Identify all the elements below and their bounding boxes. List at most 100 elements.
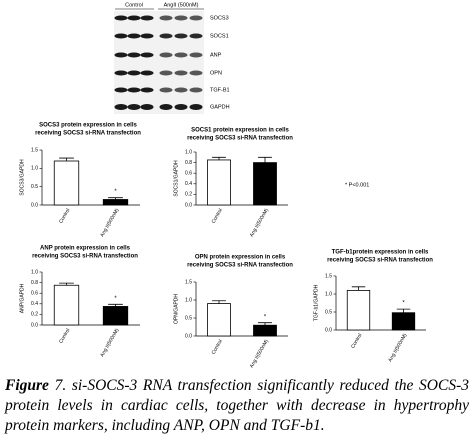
y-axis-label: OPN/GAPDH bbox=[173, 294, 179, 324]
bar bbox=[53, 160, 80, 206]
y-tick-label: 0.8 bbox=[31, 280, 38, 286]
y-tick-label: 1.0 bbox=[31, 166, 38, 172]
error-bar bbox=[59, 282, 74, 286]
y-tick-label: 1.5 bbox=[31, 147, 38, 153]
blot-band bbox=[114, 87, 128, 93]
x-tick-label: Control bbox=[58, 328, 71, 345]
y-tick-label: 0.4 bbox=[31, 301, 38, 307]
y-tick-label: 1.0 bbox=[185, 297, 192, 303]
caption-label: Figure bbox=[5, 377, 49, 394]
chart-title: receiving SOCS3 si-RNA transfection bbox=[35, 131, 141, 137]
y-tick-label: 0.8 bbox=[185, 160, 192, 166]
blot-band bbox=[127, 52, 141, 58]
blot-band bbox=[174, 52, 188, 58]
y-tick-label: 0.5 bbox=[325, 309, 332, 315]
blot-column-label: Control bbox=[125, 2, 143, 8]
chart-title: SOCS3 protein expression in cells bbox=[39, 123, 137, 129]
y-axis-label: TGF-b1/GAPDH bbox=[313, 284, 319, 321]
blot-band bbox=[159, 87, 173, 93]
chart-title: receiving SOCS3 si-RNA transfection bbox=[32, 254, 138, 260]
blot-band bbox=[114, 15, 128, 21]
y-tick-label: 0.0 bbox=[31, 202, 38, 208]
y-tick-label: 0.0 bbox=[325, 327, 332, 333]
significance-note: * P<0.001 bbox=[345, 182, 369, 188]
error-bar bbox=[351, 286, 366, 291]
y-tick-label: 0.6 bbox=[31, 291, 38, 297]
y-tick-label: 1.0 bbox=[325, 291, 332, 297]
bar bbox=[102, 199, 129, 206]
blot-band bbox=[189, 87, 203, 93]
figure: Control AngII (500nM) SOCS3 SOCS1 ANP OPN TG… bbox=[19, 2, 433, 369]
y-tick-label: 0.0 bbox=[185, 333, 192, 339]
blot-band bbox=[114, 52, 128, 58]
x-tick-label: Ang II(500nM) bbox=[249, 207, 270, 238]
error-bar bbox=[108, 303, 123, 307]
bar bbox=[207, 303, 231, 337]
error-bar bbox=[396, 308, 411, 313]
chart-title: OPN protein expression in cells bbox=[195, 255, 286, 261]
significance-star: * bbox=[402, 301, 405, 307]
blot-band bbox=[114, 104, 128, 110]
blot-band bbox=[127, 87, 141, 93]
bar bbox=[346, 289, 371, 331]
chart-title: SOCS1 protein expression in cells bbox=[191, 128, 289, 134]
chart-title: receiving SOCS3 si-RNA transfection bbox=[187, 136, 293, 142]
blot-band bbox=[140, 52, 154, 58]
y-tick-label: 0.6 bbox=[185, 171, 192, 177]
blot-band bbox=[174, 87, 188, 93]
blot-row-label: ANP bbox=[210, 52, 222, 58]
significance-star: * bbox=[114, 296, 117, 302]
error-bar bbox=[212, 300, 226, 304]
blot-band bbox=[159, 104, 173, 110]
blot-band bbox=[140, 87, 154, 93]
error-bar bbox=[258, 322, 272, 326]
x-tick-label: Control bbox=[350, 333, 363, 350]
blot-band bbox=[189, 33, 203, 39]
x-tick-label: Control bbox=[211, 208, 224, 225]
x-tick-label: Ang II(500nM) bbox=[99, 327, 120, 358]
blot-band bbox=[189, 15, 203, 21]
y-tick-label: 1.0 bbox=[185, 149, 192, 155]
bar bbox=[391, 312, 416, 331]
blot-band bbox=[127, 15, 141, 21]
blot-column-label: AngII (500nM) bbox=[164, 2, 199, 8]
y-tick-label: 0.2 bbox=[185, 192, 192, 198]
blot-band bbox=[174, 70, 188, 76]
blot-row-label: TGF-B1 bbox=[210, 87, 230, 93]
error-bar bbox=[212, 156, 226, 160]
blot-band bbox=[159, 15, 173, 21]
y-tick-label: 0.4 bbox=[185, 181, 192, 187]
blot-row-label: SOCS1 bbox=[210, 33, 229, 39]
y-tick-label: 1.5 bbox=[325, 273, 332, 279]
western-blot: Control AngII (500nM) SOCS3 SOCS1 ANP OPN TG… bbox=[114, 2, 230, 114]
bar bbox=[102, 306, 129, 326]
y-tick-label: 0.5 bbox=[31, 184, 38, 190]
blot-band bbox=[174, 104, 188, 110]
blot-band bbox=[189, 104, 203, 110]
y-tick-label: 1.5 bbox=[185, 279, 192, 285]
blot-band bbox=[189, 52, 203, 58]
x-tick-label: Control bbox=[58, 208, 71, 225]
blot-band bbox=[174, 33, 188, 39]
blot-band bbox=[127, 70, 141, 76]
y-tick-label: 0.2 bbox=[31, 312, 38, 318]
blot-band bbox=[140, 33, 154, 39]
blot-band bbox=[114, 70, 128, 76]
blot-band bbox=[114, 33, 128, 39]
blot-band bbox=[159, 52, 173, 58]
chart-title: TGF-b1protein expression in cells bbox=[332, 250, 429, 256]
bar bbox=[253, 324, 277, 337]
error-bar bbox=[108, 197, 123, 200]
blot-band bbox=[127, 33, 141, 39]
blot-band bbox=[127, 104, 141, 110]
error-bar bbox=[59, 157, 74, 161]
significance-star: * bbox=[114, 189, 117, 195]
blot-band bbox=[174, 15, 188, 21]
blot-band bbox=[140, 104, 154, 110]
error-bar bbox=[258, 156, 272, 163]
significance-star: * bbox=[264, 314, 267, 320]
blot-band bbox=[140, 70, 154, 76]
chart-title: receiving SOCS3 si-RNA transfection bbox=[327, 258, 433, 264]
blot-row-label: SOCS3 bbox=[210, 15, 229, 21]
